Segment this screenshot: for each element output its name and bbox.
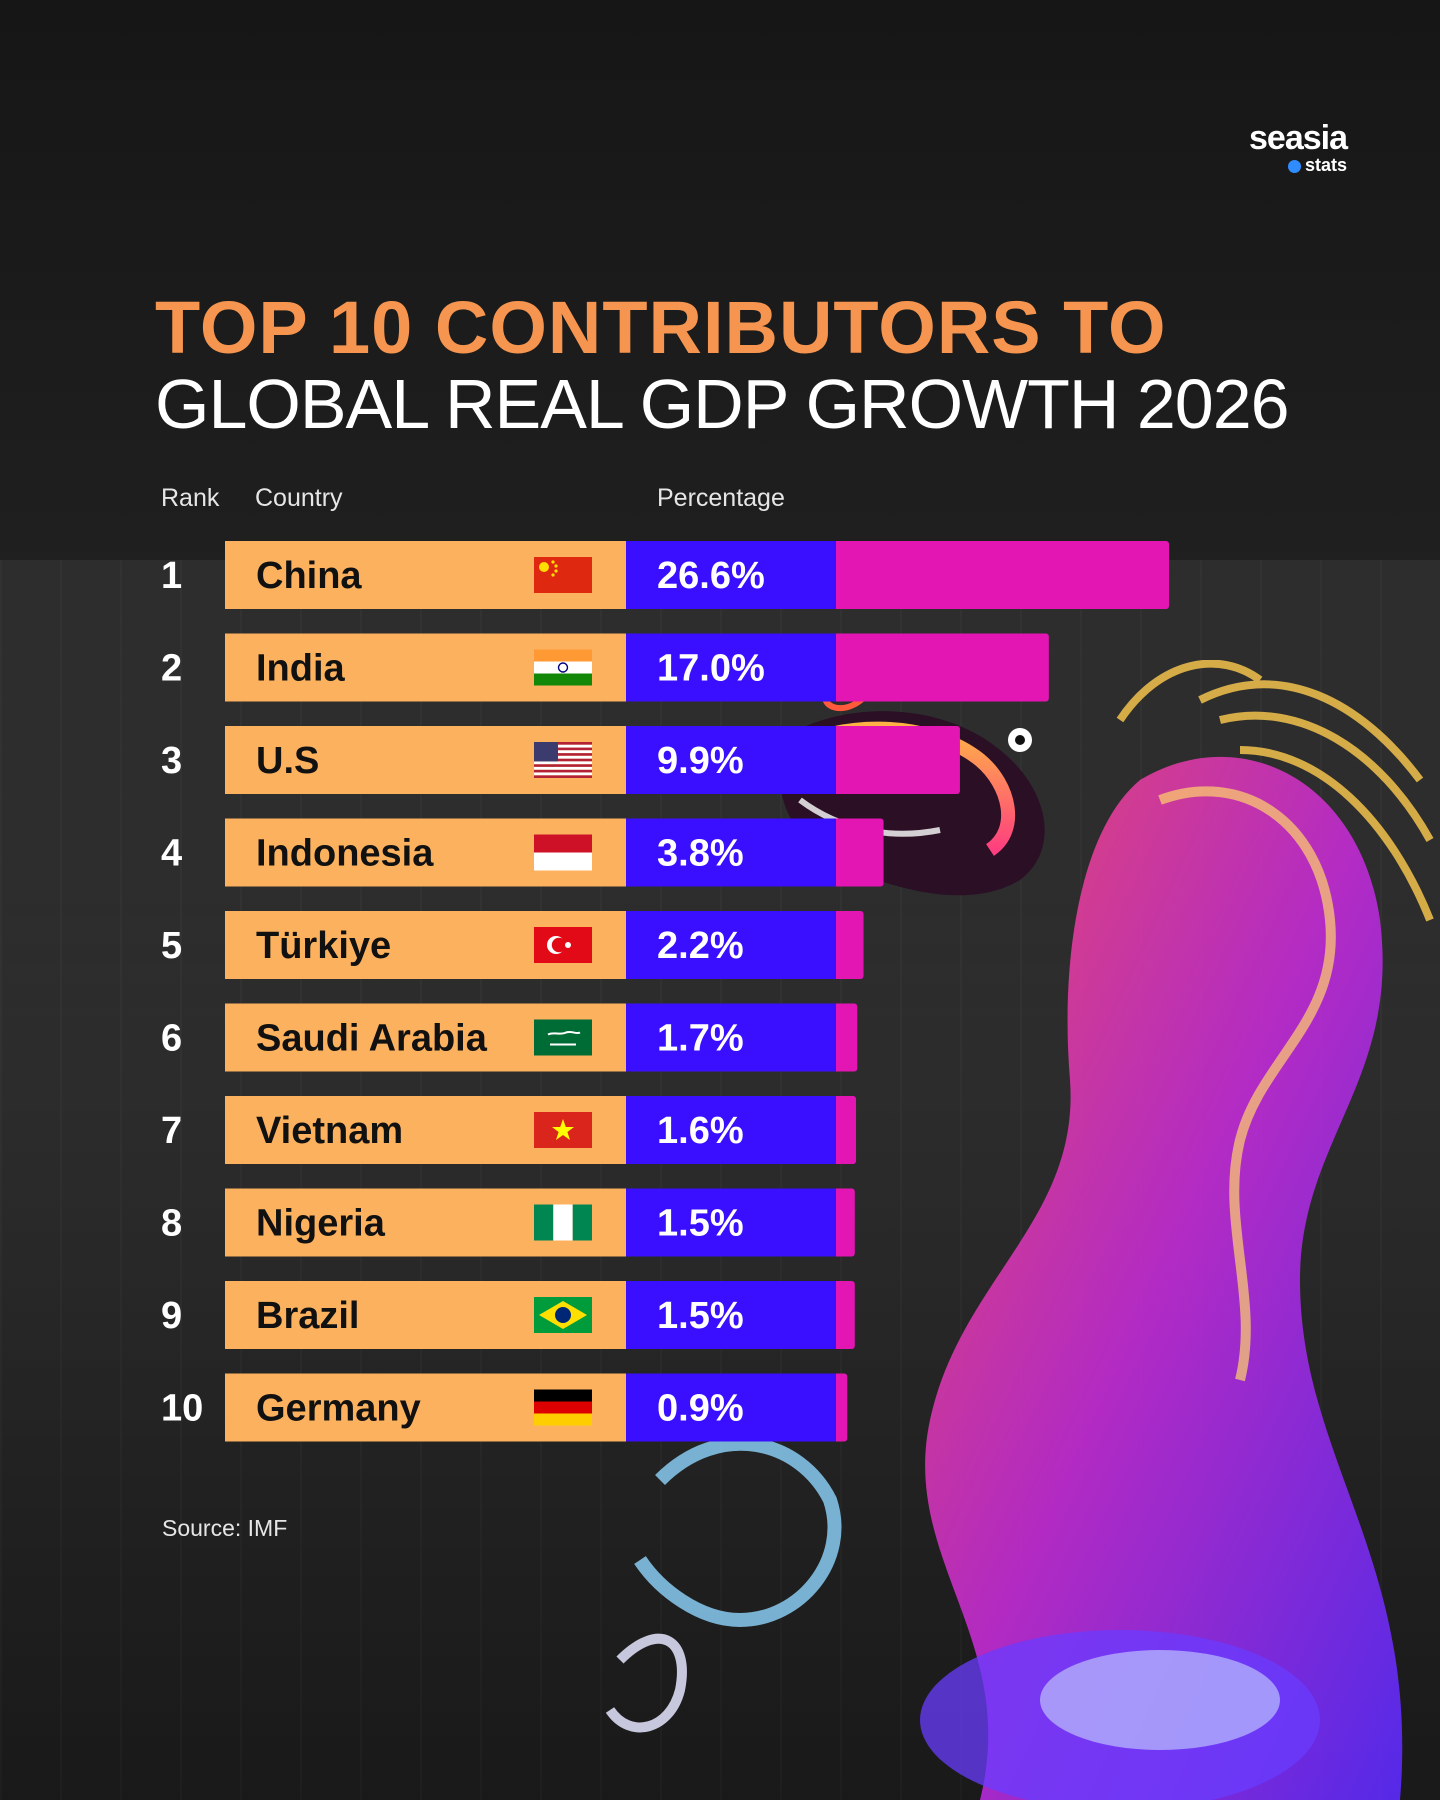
turkiye-flag-icon — [534, 927, 592, 963]
value-cell — [626, 911, 836, 979]
chart-title-line1: TOP 10 CONTRIBUTORS TO — [155, 286, 1167, 369]
rank-label: 1 — [161, 555, 182, 597]
chart-row: 3 U.S 9.9% — [161, 726, 960, 794]
value-cell — [626, 1096, 836, 1164]
chart-row: 1 China 26.6% — [161, 541, 1169, 609]
rank-label: 7 — [161, 1110, 182, 1152]
column-header-rank: Rank — [161, 484, 220, 512]
country-label: Brazil — [256, 1295, 359, 1337]
value-label: 3.8% — [657, 833, 744, 875]
rank-label: 9 — [161, 1295, 182, 1337]
value-label: 0.9% — [657, 1388, 744, 1430]
value-label: 1.5% — [657, 1203, 744, 1245]
china-flag-icon — [534, 557, 592, 593]
brand-sub-text: stats — [1304, 155, 1347, 175]
chart-row: 10 Germany 0.9% — [161, 1373, 848, 1442]
nigeria-flag-icon — [534, 1204, 592, 1241]
bar — [828, 726, 960, 794]
vietnam-flag-icon — [534, 1112, 592, 1148]
brand-logo: seasia stats — [1222, 119, 1348, 174]
value-cell — [626, 1003, 836, 1072]
chart-row: 9 Brazil 1.5% — [161, 1281, 855, 1349]
value-cell — [626, 1373, 836, 1442]
value-label: 26.6% — [657, 555, 765, 597]
column-header-percentage: Percentage — [657, 484, 785, 512]
india-flag-icon — [534, 649, 592, 686]
brand-sub: stats — [1222, 156, 1347, 174]
country-label: Nigeria — [256, 1203, 386, 1245]
country-label: Vietnam — [256, 1110, 403, 1152]
value-cell — [626, 541, 836, 609]
column-header-country: Country — [255, 484, 343, 512]
country-label: Saudi Arabia — [256, 1018, 488, 1060]
rank-label: 3 — [161, 740, 182, 782]
germany-flag-icon — [534, 1389, 592, 1426]
value-label: 9.9% — [657, 740, 744, 782]
value-label: 1.6% — [657, 1110, 744, 1152]
rank-label: 10 — [161, 1388, 203, 1430]
chart-row: 7 Vietnam 1.6% — [161, 1096, 857, 1164]
rank-label: 8 — [161, 1203, 182, 1245]
value-label: 17.0% — [657, 648, 765, 690]
country-label: China — [256, 555, 362, 597]
country-label: India — [256, 648, 346, 690]
saudi-arabia-flag-icon — [534, 1019, 592, 1056]
value-label: 1.5% — [657, 1295, 744, 1337]
chart-row: 6 Saudi Arabia 1.7% — [161, 1003, 858, 1072]
country-label: Türkiye — [256, 925, 391, 967]
value-cell — [626, 633, 836, 702]
value-cell — [626, 818, 836, 887]
value-cell — [626, 1281, 836, 1349]
brazil-flag-icon — [534, 1297, 592, 1333]
bar — [828, 911, 864, 979]
chart-row: 8 Nigeria 1.5% — [161, 1188, 855, 1257]
value-label: 2.2% — [657, 925, 744, 967]
value-cell — [626, 1188, 836, 1257]
country-label: Indonesia — [256, 833, 434, 875]
rank-label: 2 — [161, 648, 182, 690]
chart-row: 5 Türkiye 2.2% — [161, 911, 864, 979]
bar — [828, 541, 1169, 609]
chart-source: Source: IMF — [162, 1515, 288, 1541]
country-label: Germany — [256, 1388, 421, 1430]
brand-name: seasia — [1249, 119, 1348, 157]
rank-label: 6 — [161, 1018, 182, 1060]
value-cell — [626, 726, 836, 794]
bar — [828, 633, 1049, 702]
us-flag-icon — [534, 742, 592, 778]
rank-label: 5 — [161, 925, 182, 967]
dragon-illustration — [605, 660, 1434, 1800]
bar — [828, 818, 884, 887]
value-label: 1.7% — [657, 1018, 744, 1060]
chart-row: 2 India 17.0% — [161, 633, 1049, 702]
country-label: U.S — [256, 740, 319, 782]
chart-row: 4 Indonesia 3.8% — [161, 818, 884, 887]
indonesia-flag-icon — [534, 834, 592, 871]
globe-icon — [1287, 159, 1301, 173]
rank-label: 4 — [161, 833, 182, 875]
chart-title-line2: GLOBAL REAL GDP GROWTH 2026 — [155, 365, 1290, 443]
